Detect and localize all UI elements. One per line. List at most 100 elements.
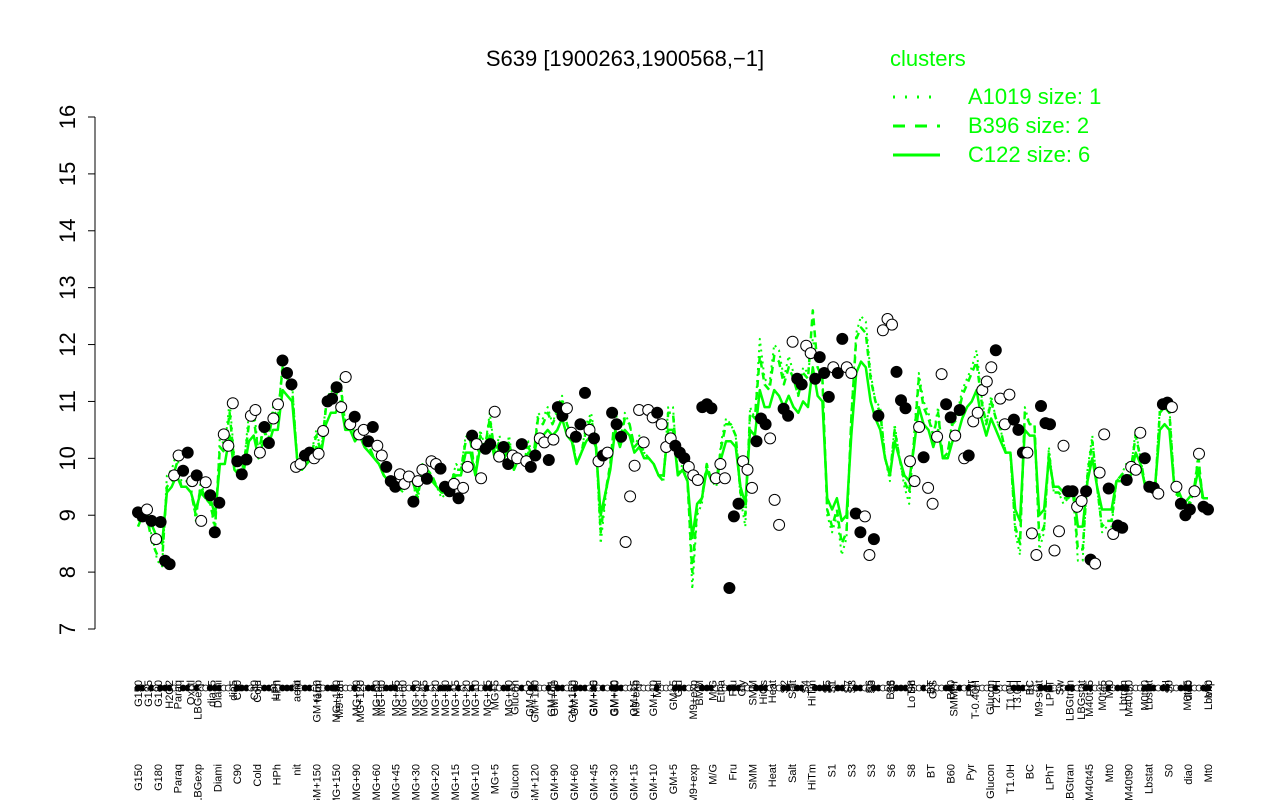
- x-tick-label-upper: GM+60: [609, 680, 621, 716]
- data-point: [524, 460, 537, 473]
- x-tick-label: Mt0: [1104, 680, 1116, 698]
- x-tick-label: T1.0H: [1005, 680, 1017, 710]
- data-point: [655, 418, 668, 431]
- x-tick-label-upper: MG+10: [503, 680, 515, 716]
- data-point: [1102, 482, 1115, 495]
- data-point: [831, 367, 844, 379]
- x-tick-label-bottom: HiTm: [807, 764, 819, 790]
- data-point: [217, 428, 230, 441]
- x-tick-label-upper: M9-stat: [1033, 680, 1045, 717]
- data-point: [420, 472, 433, 485]
- data-point: [1066, 485, 1079, 498]
- data-point: [1098, 428, 1111, 441]
- x-tick-label-upper: Gly: [737, 680, 749, 697]
- data-point: [461, 460, 474, 473]
- data-point: [190, 469, 203, 482]
- data-point: [1053, 525, 1065, 538]
- data-point: [935, 368, 948, 381]
- data-point: [764, 432, 777, 445]
- data-point: [285, 378, 298, 391]
- x-tick-label: S3: [846, 680, 858, 693]
- data-point: [1025, 527, 1038, 540]
- x-tick-label-bottom: MG+150: [331, 764, 343, 800]
- data-point: [985, 361, 998, 374]
- x-tick-label-upper: S6: [864, 680, 876, 693]
- x-tick-label-bottom: M40t45: [1084, 764, 1096, 800]
- x-tick-label-upper: H2O2: [164, 680, 176, 709]
- x-tick-label: Cold: [252, 680, 264, 703]
- data-point: [904, 455, 916, 468]
- data-point: [1116, 521, 1129, 534]
- x-tick-label-upper: M0t45: [1097, 680, 1109, 711]
- data-point: [628, 459, 641, 472]
- legend-entry-c122: C122 size: 6: [968, 142, 1090, 167]
- data-point: [886, 318, 898, 331]
- x-tick-label-bottom: GM+60: [569, 764, 581, 800]
- data-point: [1007, 413, 1020, 426]
- x-tick-label-upper: M9-tran: [334, 680, 346, 718]
- data-point: [1152, 487, 1165, 500]
- data-point: [809, 372, 822, 385]
- data-point: [980, 375, 993, 388]
- data-point: [1080, 485, 1093, 498]
- x-tick-label: M9+exp: [688, 680, 700, 719]
- data-point: [1044, 418, 1056, 431]
- x-tick-label-bottom: T1.0H: [1005, 764, 1017, 794]
- x-tick-label: S6: [886, 680, 898, 693]
- data-point: [867, 533, 880, 546]
- data-point: [249, 404, 262, 416]
- x-tick-label-upper: S4: [800, 680, 812, 693]
- x-tick-label: MG+10: [470, 680, 482, 716]
- data-point: [1129, 463, 1142, 476]
- data-point: [854, 526, 867, 539]
- x-tick-label-bottom: S8: [906, 764, 918, 777]
- data-point: [759, 418, 772, 431]
- data-point: [484, 438, 497, 451]
- x-tick-label-upper: S5: [821, 680, 833, 693]
- x-tick-label: GM+150: [311, 680, 323, 723]
- x-tick-label-bottom: S0: [1163, 764, 1175, 777]
- data-point: [1012, 423, 1025, 436]
- x-tick-label: GM+60: [569, 680, 581, 716]
- x-tick-label-bottom: MG+45: [391, 764, 403, 800]
- legend-entry-b396: B396 size: 2: [968, 113, 1089, 138]
- x-tick-label-upper: B36: [885, 680, 897, 700]
- x-tick-label-upper: BI: [1161, 680, 1173, 690]
- x-tick-label-upper: T-0.40H: [970, 680, 982, 719]
- y-tick-label: 11: [55, 390, 80, 413]
- x-tick-label: Lbstat: [1144, 680, 1156, 710]
- data-point: [651, 406, 664, 419]
- x-tick-label: LBGtran: [1064, 680, 1076, 721]
- data-point: [281, 367, 293, 379]
- x-tick-label: MG+90: [351, 680, 363, 716]
- data-point: [493, 450, 506, 463]
- x-tick-label-upper: Etha: [715, 679, 727, 703]
- x-tick-label-upper: MG+15: [482, 680, 494, 716]
- x-tick-label: GM+10: [648, 680, 660, 716]
- x-tick-label: MG+15: [450, 680, 462, 716]
- x-tick-label-upper: MG+90: [376, 680, 388, 716]
- x-tick-label-bottom: MG+20: [430, 764, 442, 800]
- x-tick-label-bottom: M/G: [708, 764, 720, 785]
- data-point: [822, 390, 835, 403]
- x-tick-label-bottom: GM+30: [609, 764, 621, 800]
- x-tick-label-bottom: Fru: [727, 764, 739, 781]
- x-tick-label-bottom: nit: [292, 764, 304, 776]
- x-tick-label-bottom: Diami: [212, 764, 224, 792]
- x-tick-label-upper: Lbtran: [1118, 680, 1130, 711]
- x-tick-label-bottom: GM+15: [628, 764, 640, 800]
- x-tick-label-bottom: M9+exp: [688, 764, 700, 800]
- data-point: [926, 497, 939, 510]
- x-tick-label-upper: MG+120: [355, 680, 367, 723]
- x-tick-label-upper: MG+30: [440, 680, 452, 716]
- data-point: [913, 421, 926, 433]
- x-tick-label: S0: [1163, 680, 1175, 693]
- data-point: [1120, 474, 1133, 486]
- x-tick-label-bottom: GM+45: [589, 764, 601, 800]
- x-tick-label-upper: Sw: [1055, 680, 1067, 695]
- data-point: [768, 493, 781, 506]
- data-point: [267, 412, 280, 425]
- x-tick-label-upper: T3.0H: [1012, 680, 1024, 710]
- data-point: [615, 430, 628, 443]
